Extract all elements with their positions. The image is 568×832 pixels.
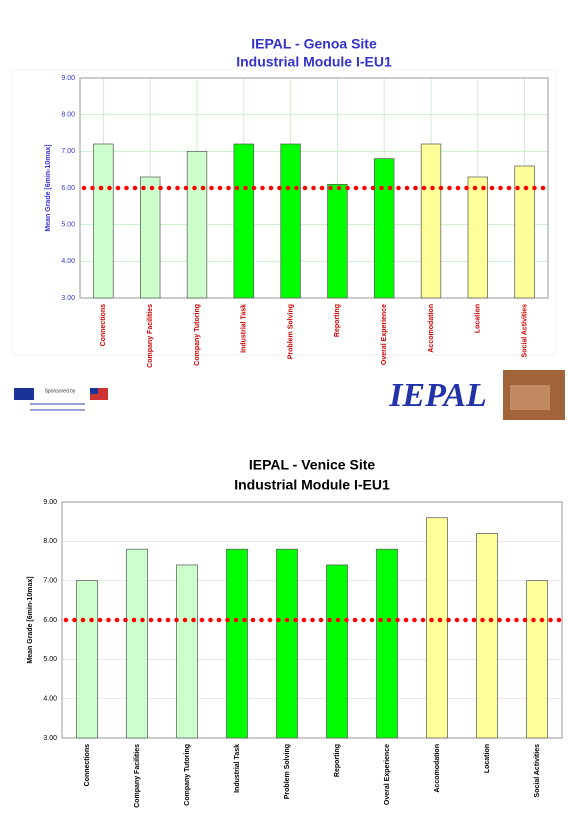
x-tick-label: Connections xyxy=(84,744,91,786)
bar xyxy=(234,144,254,298)
chart-title: IEPAL - Genoa Site xyxy=(251,36,377,52)
y-axis-label: Mean Grade [6min-10max] xyxy=(45,144,52,231)
y-tick-label: 9.00 xyxy=(61,75,75,82)
x-tick-label: Company Facilities xyxy=(147,304,154,368)
x-tick-label: Location xyxy=(484,744,491,773)
bar xyxy=(227,549,248,738)
x-tick-label: Accomodation xyxy=(434,744,441,793)
chart-subtitle: Industrial Module I-EU1 xyxy=(236,54,392,70)
y-tick-label: 4.00 xyxy=(43,696,57,703)
bar xyxy=(327,565,348,738)
x-tick-label: Company Facilities xyxy=(134,744,141,808)
bar xyxy=(140,177,160,298)
logo-text: IEPAL xyxy=(388,377,487,414)
y-tick-label: 7.00 xyxy=(61,148,75,155)
y-tick-label: 3.00 xyxy=(43,735,57,742)
x-tick-label: Reporting xyxy=(334,744,341,777)
bar xyxy=(468,177,488,298)
photo-detail xyxy=(510,385,550,410)
x-tick-label: Overal Experience xyxy=(384,744,391,805)
footer: Sponsored by IEPAL xyxy=(14,370,565,420)
bar xyxy=(421,144,441,298)
bar xyxy=(281,144,301,298)
bar xyxy=(328,184,348,298)
x-tick-label: Industrial Task xyxy=(241,304,248,353)
bar xyxy=(94,144,114,298)
y-tick-label: 6.00 xyxy=(43,617,57,624)
y-tick-label: 6.00 xyxy=(61,185,75,192)
bar xyxy=(477,533,498,738)
bar xyxy=(127,549,148,738)
x-tick-label: Connections xyxy=(100,304,107,346)
x-tick-label: Company Tutoring xyxy=(184,744,191,806)
bar xyxy=(77,581,98,738)
x-tick-label: Overal Experience xyxy=(381,304,388,365)
y-axis-label: Mean Grade [6min-10max] xyxy=(27,576,34,663)
bar xyxy=(187,151,207,298)
bar xyxy=(527,581,548,738)
y-tick-label: 8.00 xyxy=(43,538,57,545)
x-tick-label: Problem Solving xyxy=(284,744,291,799)
y-tick-label: 5.00 xyxy=(61,222,75,229)
y-tick-label: 8.00 xyxy=(61,112,75,119)
screenshot: Sponsored by IEPAL IEPAL - Genoa Site Ind… xyxy=(0,0,568,832)
y-tick-label: 5.00 xyxy=(43,656,57,663)
bar xyxy=(177,565,198,738)
bar xyxy=(427,518,448,738)
x-tick-label: Problem Solving xyxy=(287,304,294,359)
bar xyxy=(377,549,398,738)
y-tick-label: 7.00 xyxy=(43,578,57,585)
y-tick-label: 3.00 xyxy=(61,295,75,302)
y-tick-label: 4.00 xyxy=(61,258,75,265)
chart-subtitle: Industrial Module I-EU1 xyxy=(234,477,390,493)
x-tick-label: Location xyxy=(475,304,482,333)
us-flag-canton xyxy=(90,388,98,394)
page: {"chart_data": [ {"type": "bar", "title"… xyxy=(0,0,568,832)
x-tick-label: Social Activities xyxy=(521,304,528,358)
sponsor-text: Sponsored by xyxy=(45,388,76,394)
chart-title: IEPAL - Venice Site xyxy=(249,457,376,473)
x-tick-label: Social Activities xyxy=(534,744,541,798)
eu-flag xyxy=(14,388,34,400)
x-tick-label: Accomodation xyxy=(428,304,435,353)
bar xyxy=(277,549,298,738)
x-tick-label: Industrial Task xyxy=(234,744,241,793)
x-tick-label: Company Tutoring xyxy=(194,304,201,366)
bar xyxy=(374,159,394,298)
x-tick-label: Reporting xyxy=(334,304,341,337)
y-tick-label: 9.00 xyxy=(43,499,57,506)
